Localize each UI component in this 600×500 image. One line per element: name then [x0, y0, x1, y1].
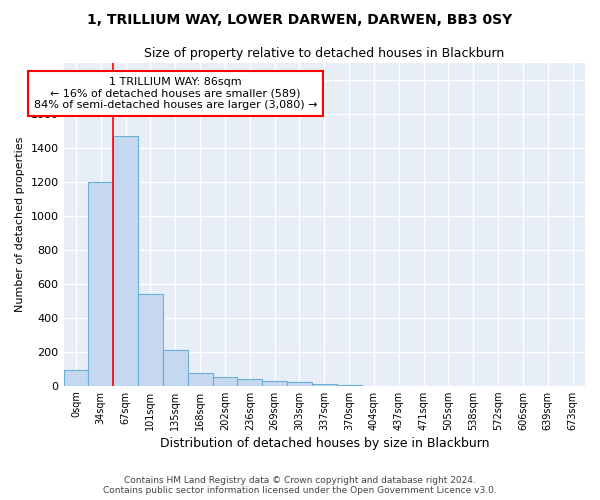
Bar — [312, 384, 337, 386]
Bar — [138, 294, 163, 386]
Bar — [64, 370, 88, 386]
Bar — [212, 377, 238, 386]
Text: 1 TRILLIUM WAY: 86sqm
← 16% of detached houses are smaller (589)
84% of semi-det: 1 TRILLIUM WAY: 86sqm ← 16% of detached … — [34, 77, 317, 110]
Bar — [238, 379, 262, 386]
Bar — [262, 380, 287, 386]
Text: Contains HM Land Registry data © Crown copyright and database right 2024.
Contai: Contains HM Land Registry data © Crown c… — [103, 476, 497, 495]
Bar — [188, 373, 212, 386]
Bar — [337, 385, 362, 386]
Bar — [113, 136, 138, 386]
X-axis label: Distribution of detached houses by size in Blackburn: Distribution of detached houses by size … — [160, 437, 489, 450]
Title: Size of property relative to detached houses in Blackburn: Size of property relative to detached ho… — [144, 48, 505, 60]
Bar — [287, 382, 312, 386]
Bar — [163, 350, 188, 386]
Bar — [88, 182, 113, 386]
Y-axis label: Number of detached properties: Number of detached properties — [15, 136, 25, 312]
Text: 1, TRILLIUM WAY, LOWER DARWEN, DARWEN, BB3 0SY: 1, TRILLIUM WAY, LOWER DARWEN, DARWEN, B… — [88, 12, 512, 26]
